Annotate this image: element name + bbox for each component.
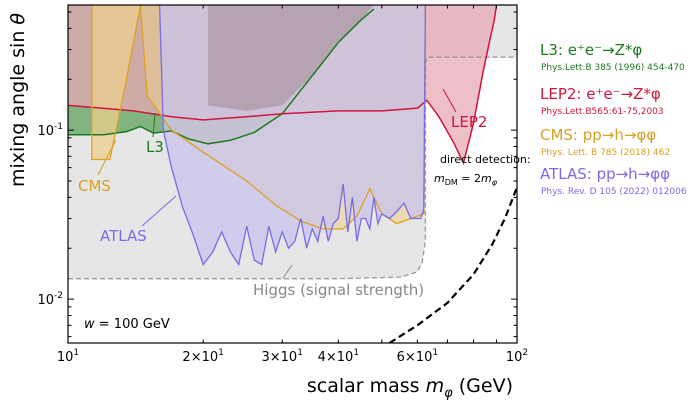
x-axis-title: scalar mass mφ (GeV) xyxy=(307,375,513,401)
atlas-region xyxy=(159,5,426,265)
legend-reference-cms: Phys. Lett. B 785 (2018) 462 xyxy=(541,148,670,158)
series-labels: L3 CMS ATLAS LEP2 Higgs (signal strength) xyxy=(78,88,487,299)
plot-frame xyxy=(67,4,518,344)
legend-entry-cms: CMS: pp→h→φφ xyxy=(540,126,656,144)
legend-reference-lep2: Phys.Lett.B565:61-75,2003 xyxy=(541,107,664,117)
x-tick-label: 102 xyxy=(506,348,528,365)
legend-entry-l3: L3: e⁺e⁻→Z*φ xyxy=(540,41,642,59)
lep2-boundary xyxy=(68,5,498,166)
y-tick-label: 10-1 xyxy=(37,122,63,139)
x-tick-label: 6×101 xyxy=(397,348,438,365)
x-tick-label: 4×101 xyxy=(318,348,359,365)
y-tick-label: 10-2 xyxy=(37,291,63,308)
x-tick-label: 101 xyxy=(57,348,79,365)
axis-ticks: 101 2×101 3×101 4×101 6×101 102 10-2 10-1 xyxy=(37,5,528,365)
x-tick-label: 3×101 xyxy=(262,348,303,365)
atlas-label: ATLAS xyxy=(100,227,147,245)
cms-leader xyxy=(97,139,117,176)
l3-label: L3 xyxy=(146,138,164,156)
legend-entry-atlas: ATLAS: pp→h→φφ xyxy=(540,165,670,183)
l3-boundary xyxy=(68,8,375,145)
direct-detection-relation: mDM = 2mφ xyxy=(434,172,498,187)
direct-detection-label: direct detection: xyxy=(440,153,531,166)
legend-entry-lep2: LEP2: e⁺e⁻→Z*φ xyxy=(540,85,661,103)
x-tick-label: 2×101 xyxy=(182,348,223,365)
legend: L3: e⁺e⁻→Z*φ Phys.Lett.B 385 (1996) 454-4… xyxy=(540,41,687,197)
y-axis-title: mixing angle sin θ xyxy=(7,13,29,187)
plot-area xyxy=(68,5,517,343)
direct-detection-line xyxy=(388,186,517,343)
higgs-leader xyxy=(282,264,293,279)
atlas-boundary xyxy=(158,5,427,267)
l3-leader xyxy=(152,112,156,138)
cms-boundary xyxy=(139,5,427,230)
atlas-leader xyxy=(141,195,177,227)
legend-reference-atlas: Phys. Rev. D 105 (2022) 012006 xyxy=(541,187,687,197)
lep2-label: LEP2 xyxy=(451,113,487,131)
higgs-label: Higgs (signal strength) xyxy=(253,281,424,299)
cms-boundary-low xyxy=(91,5,142,161)
overlap-region xyxy=(208,5,374,111)
legend-reference-l3: Phys.Lett.B 385 (1996) 454-470 xyxy=(541,63,685,73)
lep2-leader xyxy=(442,88,457,113)
width-annotation: w = 100 GeV xyxy=(84,317,170,332)
cms-label: CMS xyxy=(78,177,111,195)
cms-region-low xyxy=(91,5,141,160)
higgs-boundary xyxy=(68,56,517,280)
